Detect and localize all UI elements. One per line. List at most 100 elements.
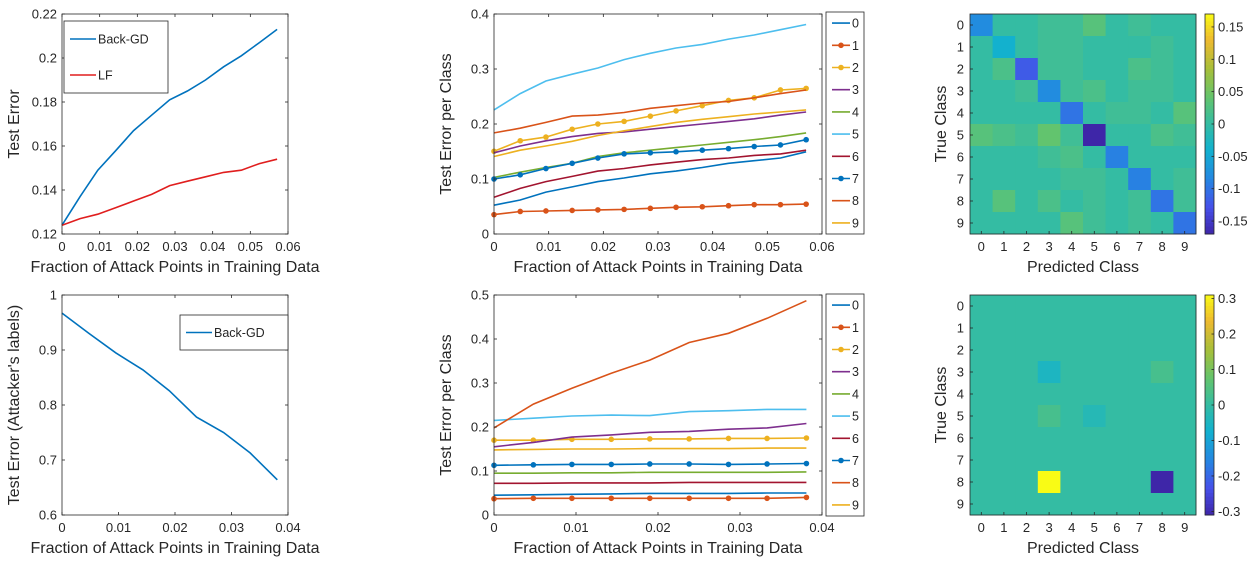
legend-marker-2 (838, 346, 844, 353)
heatmap-cell (1037, 471, 1061, 494)
legend-marker-1 (838, 324, 844, 331)
legend-label-2: 2 (852, 343, 859, 357)
heatmap-cell (1173, 493, 1197, 516)
colorbar-segment (1205, 309, 1214, 314)
y-tick-label: 1 (957, 321, 964, 336)
heatmap-cell (970, 339, 993, 362)
series-marker-2 (686, 436, 692, 442)
series-line-Back-GD (61, 312, 278, 481)
legend-marker-7 (838, 175, 844, 182)
colorbar-segment (1205, 298, 1214, 303)
colorbar-segment (1205, 193, 1214, 198)
y-tick-label: 0 (482, 508, 489, 523)
heatmap-cell (1060, 471, 1084, 494)
legend-label-8: 8 (852, 476, 859, 490)
heatmap-cell (992, 36, 1016, 59)
colorbar-segment (1205, 208, 1214, 213)
heatmap-cell (1037, 190, 1061, 213)
series-marker-1 (686, 495, 692, 502)
y-tick-label: 0.9 (39, 343, 57, 358)
heatmap-cell (1015, 405, 1039, 428)
heatmap-cell (1173, 427, 1197, 450)
colorbar-segment (1205, 83, 1214, 88)
legend-label-3: 3 (852, 365, 859, 379)
heatmap-cell (1060, 449, 1084, 472)
series-line-9 (493, 109, 807, 158)
y-tick-label: 5 (957, 128, 964, 143)
heatmap-cell (970, 212, 993, 235)
series-marker-2 (725, 435, 732, 442)
heatmap-cell (1083, 146, 1106, 169)
y-tick-label: 0.8 (39, 398, 57, 413)
heatmap-cell (992, 146, 1016, 169)
y-tick-label: 0.22 (32, 7, 57, 22)
series-marker-7 (803, 460, 810, 467)
heatmap-cell (992, 317, 1016, 340)
heatmap-cell (970, 36, 993, 59)
colorbar-segment (1205, 138, 1214, 143)
panel-p4: 0 0.01 0.02 0.03 0.04 0.6 0.7 0.8 0.9 1 Fraction o… (6, 288, 320, 558)
heatmap-cell (970, 317, 993, 340)
heatmap-cell (970, 14, 993, 37)
series-marker-1 (621, 206, 627, 213)
y-tick-label: 0.14 (32, 183, 57, 198)
legend-box (63, 20, 169, 94)
series-marker-7 (621, 151, 627, 157)
colorbar-segment (1205, 350, 1214, 355)
colorbar-segment (1205, 496, 1214, 501)
heatmap-cell (1015, 295, 1039, 318)
heatmap-cell (1105, 361, 1129, 384)
colorbar-segment (1205, 434, 1214, 439)
colorbar-segment (1205, 127, 1214, 132)
x-tick-label: 0.04 (700, 239, 725, 254)
series-marker-1 (543, 208, 549, 214)
colorbar-segment (1205, 164, 1214, 169)
heatmap-cell (1173, 361, 1197, 384)
x-tick-label: 6 (1113, 520, 1120, 535)
y-axis-label: Test Error per Class (438, 334, 455, 475)
heatmap-cell (1037, 168, 1061, 191)
colorbar-segment (1205, 186, 1214, 191)
colorbar-segment (1205, 157, 1214, 162)
x-tick-label: 5 (1091, 239, 1098, 254)
heatmap-cell (970, 471, 993, 494)
colorbar-tick-label: -0.2 (1218, 468, 1240, 483)
heatmap-cell (1015, 493, 1039, 516)
colorbar-segment (1205, 91, 1214, 96)
x-tick-label: 0.04 (275, 520, 300, 535)
heatmap-cell (1015, 36, 1039, 59)
colorbar-tick-label: -0.1 (1218, 181, 1240, 196)
legend: 0 1 2 3 4 5 6 7 8 9 (825, 11, 865, 235)
x-axis-label: Fraction of Attack Points in Training Da… (513, 259, 802, 276)
heatmap-cell (1173, 36, 1197, 59)
x-tick-label: 0.03 (645, 239, 670, 254)
legend-label-9: 9 (852, 216, 859, 230)
series-marker-7 (569, 160, 575, 167)
heatmap-cell (1128, 493, 1152, 516)
heatmap-cell (1173, 14, 1197, 37)
series-line-3 (493, 422, 807, 448)
colorbar-segment (1205, 489, 1214, 494)
heatmap-cell (1128, 339, 1152, 362)
series-marker-1 (569, 495, 575, 502)
x-tick-label: 2 (1023, 520, 1030, 535)
y-tick-label: 0.16 (32, 139, 57, 154)
colorbar-segment (1205, 412, 1214, 417)
series-marker-1 (517, 208, 524, 215)
colorbar-segment (1205, 295, 1214, 300)
heatmap-cell (1083, 80, 1106, 103)
x-tick-label: 0.01 (563, 520, 588, 535)
heatmap-cell (1083, 361, 1106, 384)
series-line-8 (493, 89, 807, 134)
x-tick-label: 0.01 (87, 239, 112, 254)
series-marker-2 (803, 435, 810, 441)
colorbar: 0.15 0.1 0.05 0 -0.05 -0.1 -0.15 (1204, 13, 1248, 235)
heatmap-cell (1173, 449, 1197, 472)
series-marker-1 (647, 495, 653, 502)
heatmap-cell (1083, 295, 1106, 318)
heatmap-cell (1060, 14, 1084, 37)
colorbar-segment (1205, 109, 1214, 114)
colorbar-segment (1205, 401, 1214, 406)
colorbar-segment (1205, 364, 1214, 369)
